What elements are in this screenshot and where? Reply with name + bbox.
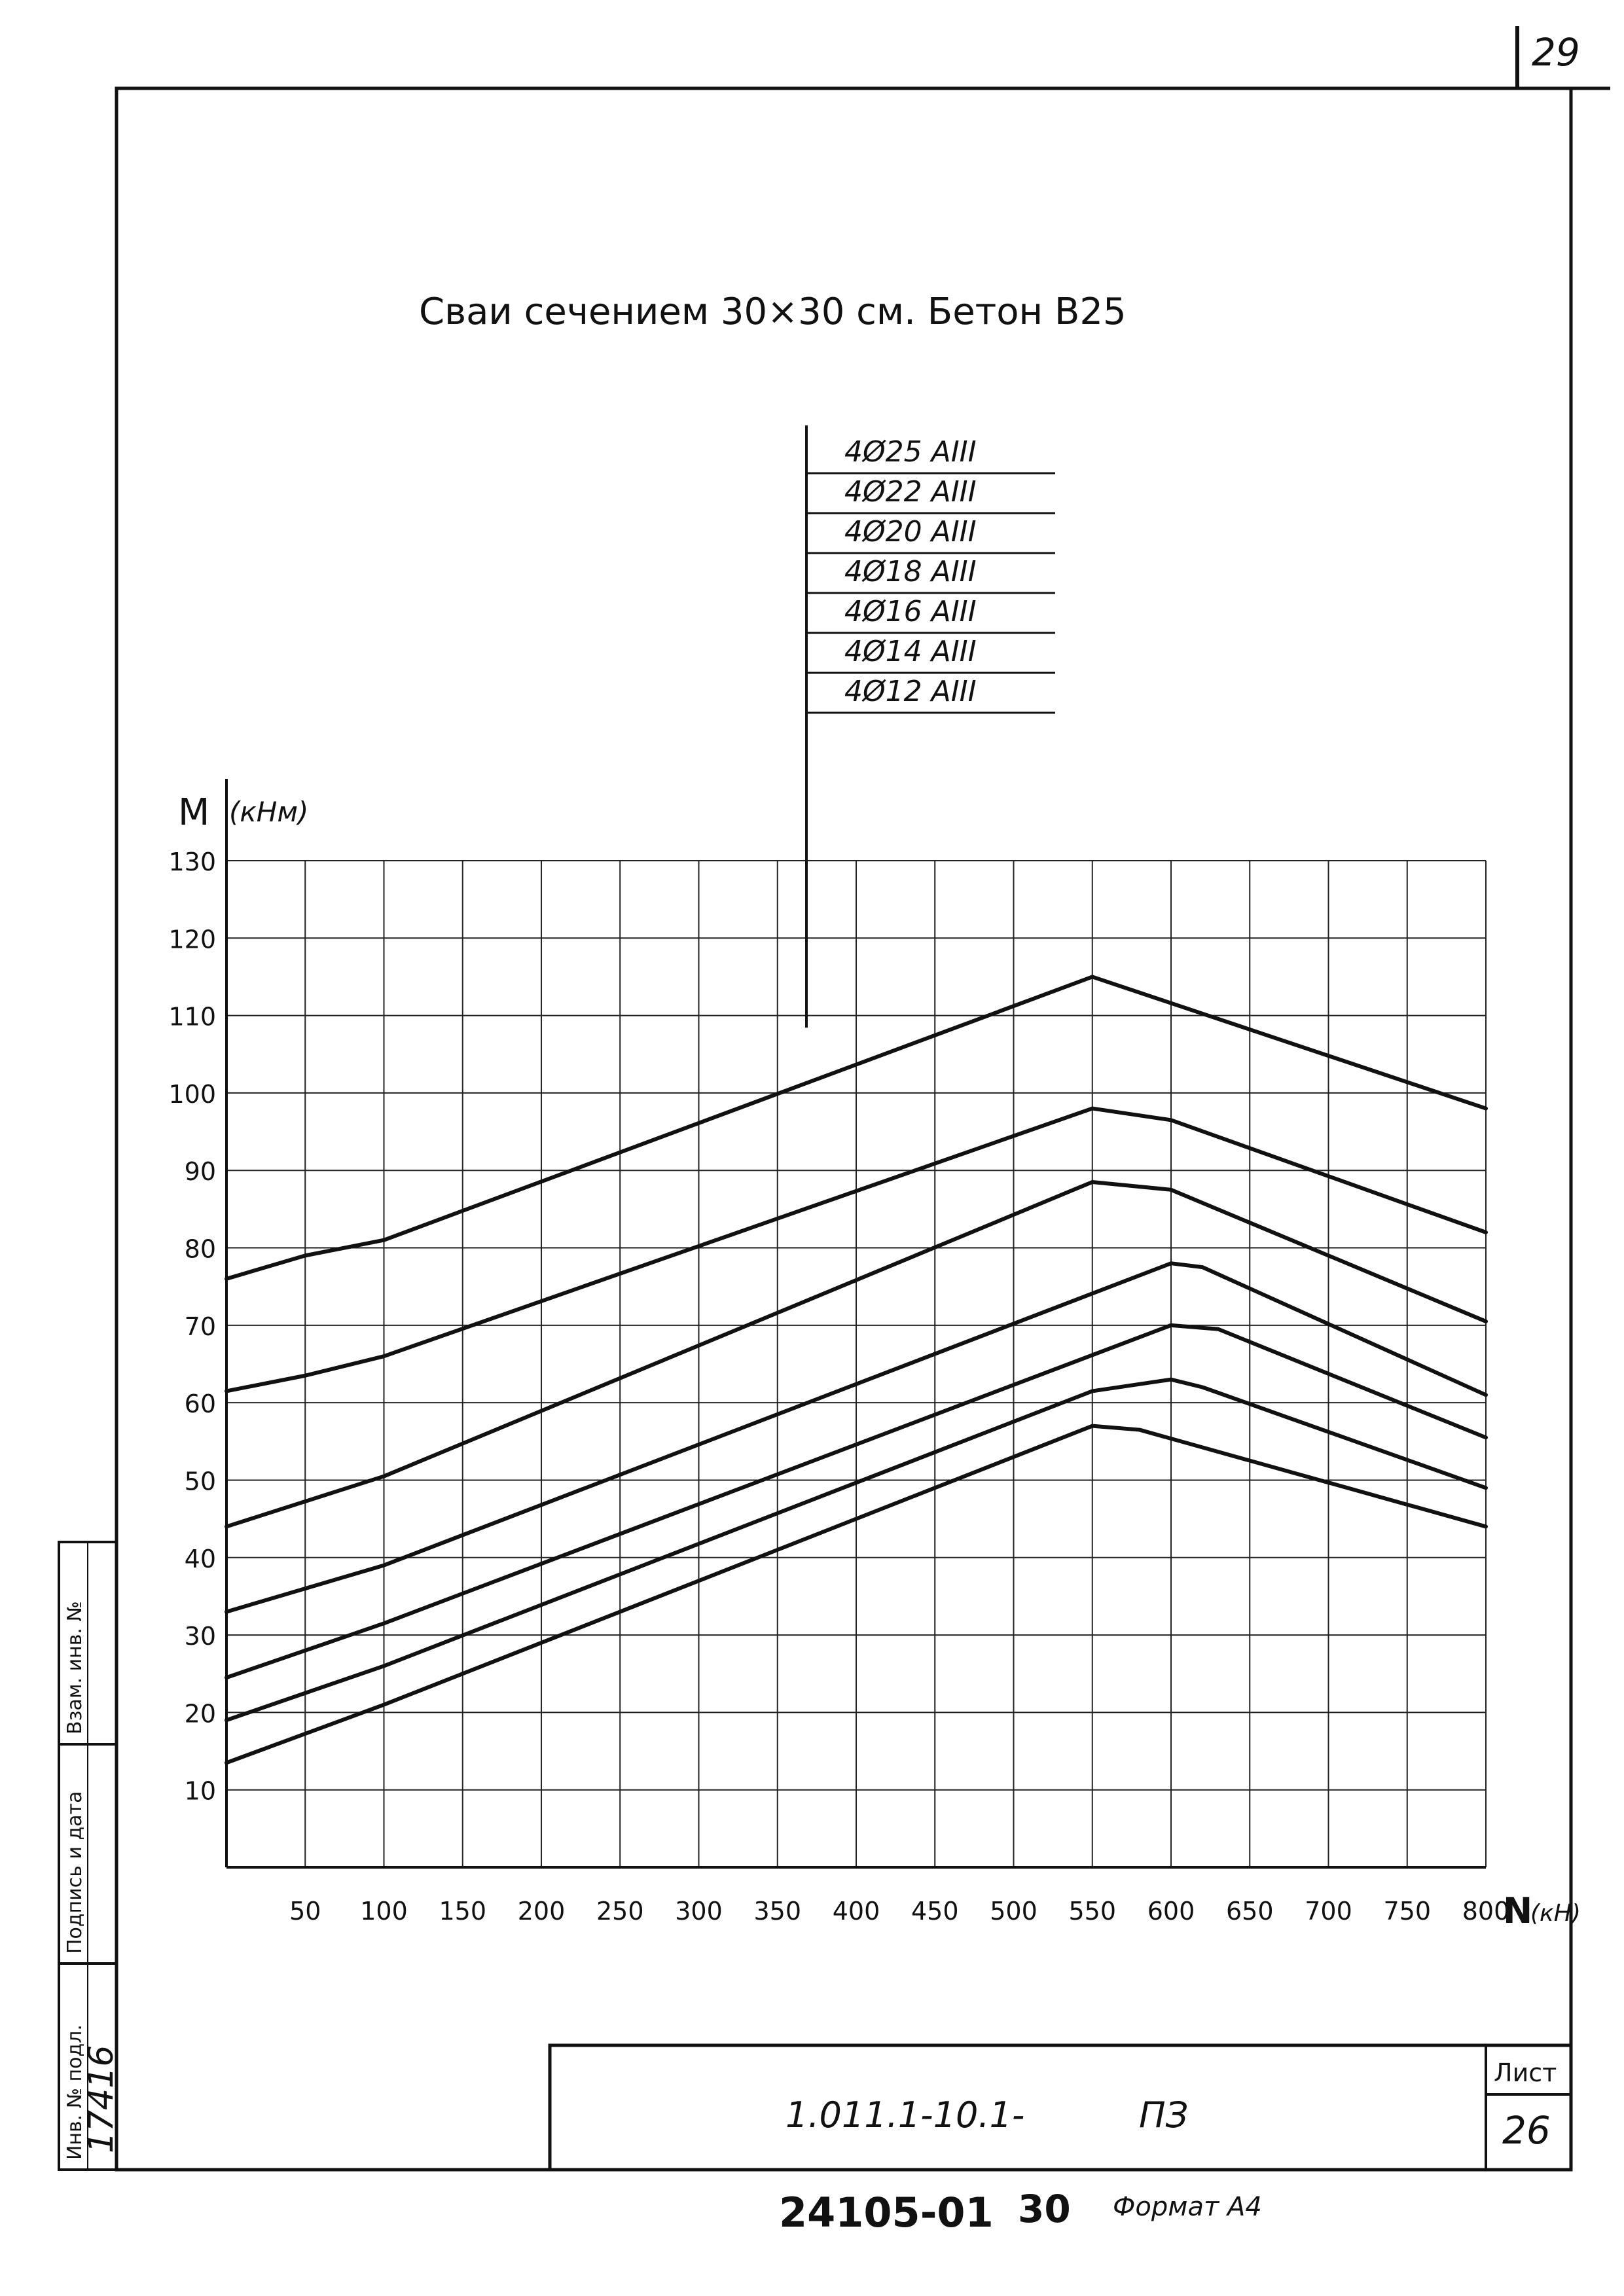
y-tick-label: 110	[168, 1003, 216, 1031]
y-tick-label: 30	[185, 1622, 216, 1651]
side-stamp-label-replace: Взам. инв. №	[63, 1601, 86, 1734]
x-tick-label: 50	[289, 1897, 321, 1926]
x-tick-label: 500	[990, 1897, 1038, 1926]
x-tick-label: 400	[833, 1897, 880, 1926]
title-block-sheet-number: 26	[1502, 2108, 1551, 2153]
title-block-sheet-label: Лист	[1494, 2058, 1557, 2087]
x-tick-label: 300	[675, 1897, 723, 1926]
x-tick-label: 650	[1226, 1897, 1274, 1926]
y-tick-label: 70	[185, 1312, 216, 1341]
legend-label: 4Ø18 АIII	[844, 555, 977, 588]
x-tick-label: 250	[596, 1897, 644, 1926]
legend-label: 4Ø22 АIII	[844, 475, 977, 509]
y-tick-label: 90	[185, 1157, 216, 1186]
chart-legend: 4Ø25 АIII 4Ø22 АIII 4Ø20 АIII 4Ø18 АIII 4Ø16…	[805, 425, 1055, 1028]
side-stamp-label-inventory: Инв. № подл.	[63, 2024, 86, 2160]
x-tick-label: 450	[911, 1897, 959, 1926]
y-tick-label: 40	[185, 1545, 216, 1573]
legend-label: 4Ø25 АIII	[844, 435, 977, 469]
y-tick-label: 10	[185, 1777, 216, 1806]
x-axis-label: N	[1503, 1890, 1532, 1931]
side-stamp: Взам. инв. № Подпись и дата Инв. № подл.…	[58, 1541, 121, 2171]
footer-copy-number: 30	[1018, 2187, 1071, 2231]
y-axis-unit: (кНм)	[229, 796, 308, 828]
footer-format: Формат А4	[1113, 2192, 1262, 2222]
footer-order-number: 24105-01	[779, 2189, 994, 2236]
x-tick-label: 700	[1305, 1897, 1352, 1926]
series-line	[225, 1179, 1488, 1529]
side-stamp-inventory-number: 17416	[82, 2045, 121, 2153]
y-tick-label: 60	[185, 1390, 216, 1418]
legend-label: 4Ø16 АIII	[844, 595, 977, 628]
chart-axes: 50 100 150 200 250 300 350 400 450 500 550 600 650 70…	[168, 779, 1509, 1926]
y-tick-label: 100	[168, 1080, 216, 1109]
x-tick-label: 200	[518, 1897, 566, 1926]
y-axis-label: M	[178, 791, 209, 834]
series-line	[225, 1323, 1488, 1680]
side-stamp-label-signature: Подпись и дата	[63, 1791, 86, 1954]
chart-grid	[226, 860, 1487, 1867]
title-block-box	[548, 2043, 1573, 2172]
title-block: 1.011.1-10.1- ПЗ Лист 26	[548, 2043, 1573, 2172]
y-tick-label: 20	[185, 1699, 216, 1728]
x-tick-label: 100	[360, 1897, 408, 1926]
series-line	[225, 1106, 1488, 1393]
y-tick-label: 130	[168, 848, 216, 876]
series-line	[225, 1377, 1488, 1723]
title-block-doc-code: 1.011.1-10.1-	[785, 2094, 1024, 2136]
title-block-section: ПЗ	[1139, 2094, 1188, 2136]
series-line	[225, 975, 1488, 1281]
chart: 50 100 150 200 250 300 350 400 450 500 550 600 650 70…	[168, 425, 1581, 1931]
y-tick-label: 80	[185, 1235, 216, 1264]
legend-label: 4Ø14 АIII	[844, 635, 977, 668]
x-axis-unit: (кН)	[1530, 1900, 1581, 1927]
y-tick-label: 120	[168, 925, 216, 954]
x-tick-label: 150	[439, 1897, 486, 1926]
sheet-number-top: 29	[1532, 30, 1580, 75]
drawing-frame	[115, 86, 1573, 2172]
legend-label: 4Ø12 АIII	[844, 675, 977, 708]
x-tick-label: 750	[1383, 1897, 1431, 1926]
x-tick-label: 800	[1462, 1897, 1510, 1926]
series-line	[225, 1261, 1488, 1614]
series-line	[225, 1424, 1488, 1765]
y-tick-label: 50	[185, 1467, 216, 1496]
legend-label: 4Ø20 АIII	[844, 515, 977, 548]
x-tick-label: 600	[1147, 1897, 1195, 1926]
chart-series	[225, 975, 1488, 1765]
page-title: Сваи сечением 30×30 см. Бетон В25	[419, 291, 1127, 333]
x-tick-label: 350	[753, 1897, 801, 1926]
x-tick-label: 550	[1068, 1897, 1116, 1926]
